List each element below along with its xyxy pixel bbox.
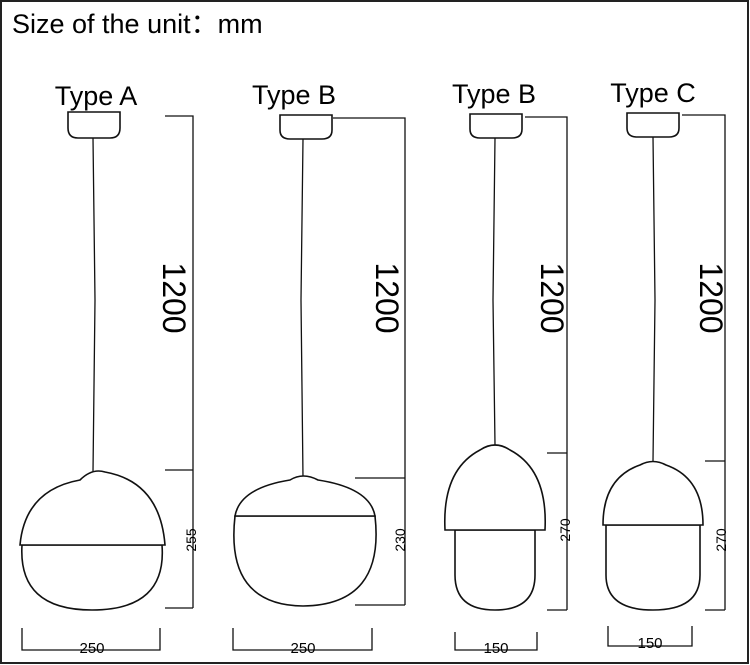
type-label: Type B [452,79,536,109]
drawing-line [469,113,523,139]
drawing-line [492,137,496,446]
height: 270 [713,528,729,552]
width: 250 [79,640,104,657]
drawing-line [682,114,726,611]
cord-length: 1200 [369,262,405,333]
cord-length: 1200 [534,262,570,333]
drawing-line [92,137,96,473]
height: 255 [183,528,199,552]
drawing-line [525,116,568,611]
drawing-line [607,626,693,647]
drawing-line [444,444,546,531]
width: 150 [637,635,662,652]
lamp-c: Type C 1200 270 150 [602,78,729,652]
drawing-line [602,460,704,526]
drawing-line [652,136,656,462]
drawing-line [67,111,121,139]
drawing-line [454,632,538,651]
drawing-line [21,544,164,611]
drawing-line [21,628,161,651]
drawing-line [232,628,373,651]
cord-length: 1200 [156,262,192,333]
drawing-line [234,475,376,517]
lamp-a: Type A 1200 255 250 [19,81,199,657]
lamp-b-wide: Type B 1200 230 250 [232,80,408,657]
height: 230 [392,528,408,552]
cord-length: 1200 [693,262,729,333]
drawing-line [165,115,194,609]
drawing-line [233,515,377,607]
height: 270 [557,518,573,542]
type-label: Type B [252,80,336,110]
width: 150 [483,640,508,657]
drawing-line [300,138,304,479]
width: 250 [290,640,315,657]
type-label: Type C [610,78,696,108]
drawing-line [333,117,406,606]
lamp-b-narrow: Type B 1200 270 150 [444,79,573,657]
type-label: Type A [55,81,138,111]
drawing-line [279,114,333,140]
drawing-line [626,112,680,138]
drawing-line [19,470,166,546]
drawing-line [605,524,701,611]
drawing-line [454,529,536,611]
title: Size of the unit：mm [12,9,263,39]
